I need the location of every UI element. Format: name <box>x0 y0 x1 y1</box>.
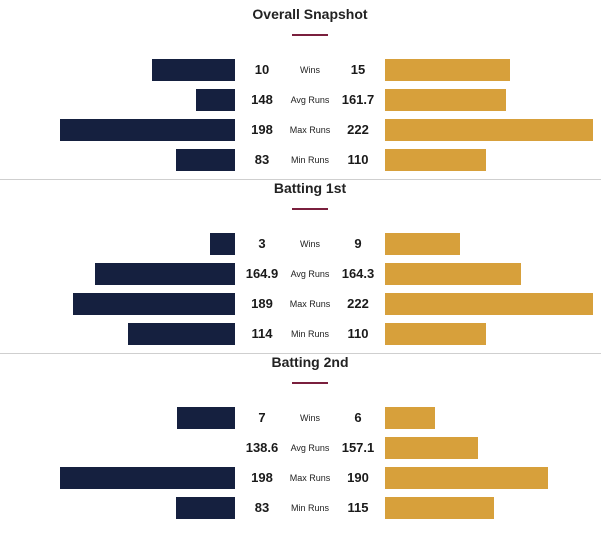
section-2: Batting 1st 3 Wins 9 164.9 Avg Runs 164.3 189 Ma… <box>0 174 607 354</box>
metric-label: Min Runs <box>290 329 329 339</box>
section-underline <box>292 382 328 384</box>
right-value: 157.1 <box>341 440 375 455</box>
right-bar <box>385 233 460 255</box>
metric-label: Max Runs <box>289 125 331 135</box>
right-value: 110 <box>347 326 369 341</box>
left-bar <box>210 233 235 255</box>
right-bar <box>385 89 506 111</box>
stat-row: 164.9 Avg Runs 164.3 <box>0 263 607 285</box>
metric-label: Avg Runs <box>290 95 330 105</box>
right-bar <box>385 407 435 429</box>
left-bar <box>151 59 235 81</box>
right-bar <box>385 59 510 81</box>
left-value: 83 <box>254 500 270 515</box>
left-bar <box>128 323 235 345</box>
right-value: 222 <box>347 296 369 311</box>
stat-row: 7 Wins 6 <box>0 407 607 429</box>
right-value: 110 <box>347 152 369 167</box>
right-value: 9 <box>354 236 362 251</box>
right-value: 222 <box>347 122 369 137</box>
right-bar <box>385 119 593 141</box>
left-value: 7 <box>258 410 266 425</box>
stat-row: 83 Min Runs 110 <box>0 149 607 171</box>
stat-row: 198 Max Runs 190 <box>0 467 607 489</box>
stat-row: 83 Min Runs 115 <box>0 497 607 519</box>
section-title: Batting 2nd <box>271 354 349 370</box>
stat-row: 148 Avg Runs 161.7 <box>0 89 607 111</box>
left-bar <box>196 89 235 111</box>
left-value: 148 <box>251 92 273 107</box>
right-value: 15 <box>350 62 366 77</box>
section-divider <box>0 179 601 180</box>
left-bar <box>60 467 235 489</box>
left-value: 114 <box>251 326 273 341</box>
left-value: 83 <box>254 152 270 167</box>
left-bar <box>176 149 235 171</box>
section-1: Overall Snapshot 10 Wins 15 148 Avg Runs 161.7… <box>0 0 607 180</box>
stat-row: 114 Min Runs 110 <box>0 323 607 345</box>
right-bar <box>385 263 522 285</box>
section-3: Batting 2nd 7 Wins 6 138.6 Avg Runs 157.1 198 Ma… <box>0 348 607 522</box>
right-bar <box>385 467 549 489</box>
metric-label: Avg Runs <box>290 443 330 453</box>
left-bar <box>73 293 235 315</box>
stat-row: 198 Max Runs 222 <box>0 119 607 141</box>
metric-label: Min Runs <box>290 503 329 513</box>
left-bar <box>176 407 235 429</box>
right-value: 6 <box>354 410 362 425</box>
left-bar <box>95 263 235 285</box>
metric-label: Avg Runs <box>290 269 330 279</box>
left-value: 3 <box>258 236 266 251</box>
metric-label: Wins <box>300 65 320 75</box>
stat-row: 189 Max Runs 222 <box>0 293 607 315</box>
right-bar <box>385 149 486 171</box>
metric-label: Max Runs <box>289 299 331 309</box>
right-bar <box>385 497 494 519</box>
right-value: 115 <box>347 500 369 515</box>
section-underline <box>292 208 328 210</box>
metric-label: Wins <box>300 413 320 423</box>
left-value: 10 <box>254 62 270 77</box>
left-bar <box>60 119 235 141</box>
stat-row: 138.6 Avg Runs 157.1 <box>0 437 607 459</box>
right-bar <box>385 437 479 459</box>
stat-row: 10 Wins 15 <box>0 59 607 81</box>
right-bar <box>385 323 486 345</box>
left-value: 138.6 <box>245 440 279 455</box>
section-title: Overall Snapshot <box>252 6 368 22</box>
left-bar <box>176 497 235 519</box>
stat-row: 3 Wins 9 <box>0 233 607 255</box>
section-divider <box>0 353 601 354</box>
metric-label: Min Runs <box>290 155 329 165</box>
metric-label: Max Runs <box>289 473 331 483</box>
metric-label: Wins <box>300 239 320 249</box>
section-underline <box>292 34 328 36</box>
right-bar <box>385 293 593 315</box>
right-value: 161.7 <box>341 92 375 107</box>
left-value: 198 <box>251 122 273 137</box>
right-value: 190 <box>347 470 369 485</box>
section-title: Batting 1st <box>273 180 347 196</box>
left-value: 189 <box>251 296 273 311</box>
left-value: 198 <box>251 470 273 485</box>
left-value: 164.9 <box>245 266 279 281</box>
right-value: 164.3 <box>341 266 375 281</box>
